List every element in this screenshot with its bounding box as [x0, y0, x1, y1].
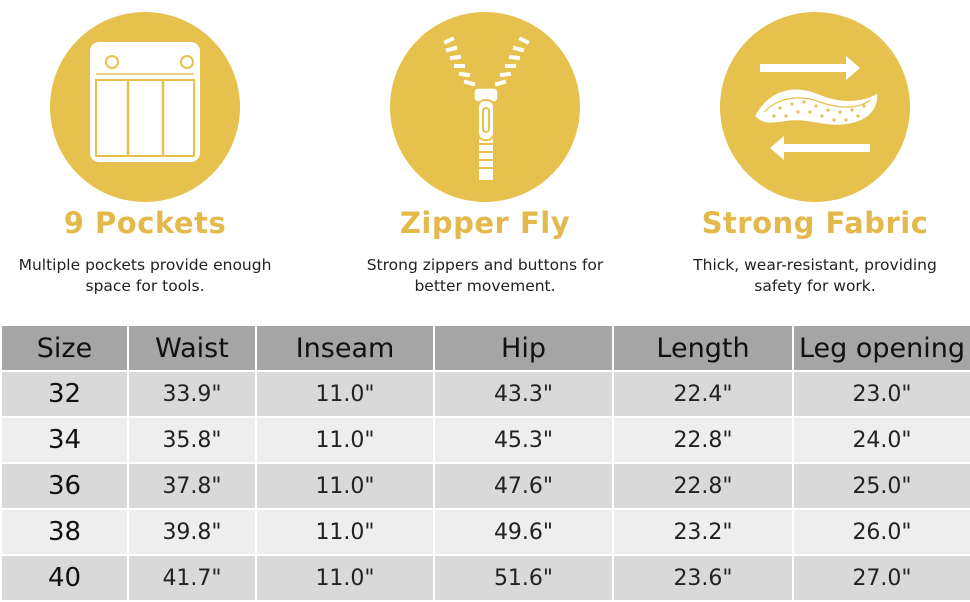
table-row: 38 39.8" 11.0" 49.6" 23.2" 26.0"	[0, 508, 970, 556]
column-header-size: Size	[0, 324, 129, 372]
column-header-leg-opening: Leg opening	[792, 324, 970, 372]
table-cell: 11.0"	[255, 508, 435, 556]
table-row: 32 33.9" 11.0" 43.3" 22.4" 23.0"	[0, 370, 970, 418]
table-cell: 49.6"	[433, 508, 614, 556]
feature-description: Multiple pockets provide enough space fo…	[0, 255, 305, 297]
table-cell: 23.6"	[612, 554, 794, 602]
feature-description-line: Strong zippers and buttons for	[366, 256, 604, 274]
table-cell-size: 34	[0, 416, 129, 464]
table-cell: 24.0"	[792, 416, 970, 464]
table-cell: 43.3"	[433, 370, 614, 418]
feature-description-line: space for tools.	[85, 277, 205, 295]
table-cell-size: 40	[0, 554, 129, 602]
feature-title: 9 Pockets	[63, 206, 227, 240]
table-cell: 22.4"	[612, 370, 794, 418]
table-cell: 51.6"	[433, 554, 614, 602]
size-chart-table: Size Waist Inseam Hip Length Leg opening…	[0, 324, 970, 602]
fabric-icon	[720, 12, 910, 202]
table-cell: 27.0"	[792, 554, 970, 602]
table-cell-size: 36	[0, 462, 129, 510]
features-section: 9 Pockets Multiple pockets provide enoug…	[0, 0, 970, 324]
pockets-icon	[50, 12, 240, 202]
feature-description-line: Thick, wear-resistant, providing	[693, 256, 937, 274]
table-cell: 41.7"	[127, 554, 257, 602]
table-cell: 11.0"	[255, 370, 435, 418]
table-cell: 11.0"	[255, 416, 435, 464]
feature-title: Zipper Fly	[399, 206, 571, 240]
zipper-icon	[390, 12, 580, 202]
feature-description-line: safety for work.	[754, 277, 876, 295]
table-cell: 23.0"	[792, 370, 970, 418]
table-cell: 47.6"	[433, 462, 614, 510]
table-cell: 23.2"	[612, 508, 794, 556]
table-cell: 11.0"	[255, 554, 435, 602]
table-cell: 45.3"	[433, 416, 614, 464]
column-header-hip: Hip	[433, 324, 614, 372]
table-cell-size: 38	[0, 508, 129, 556]
column-header-length: Length	[612, 324, 794, 372]
table-row: 40 41.7" 11.0" 51.6" 23.6" 27.0"	[0, 554, 970, 602]
feature-description: Strong zippers and buttons for better mo…	[325, 255, 645, 297]
table-cell: 39.8"	[127, 508, 257, 556]
feature-fabric: Strong Fabric Thick, wear-resistant, pro…	[655, 0, 970, 324]
feature-description-line: Multiple pockets provide enough	[18, 256, 272, 274]
table-cell: 33.9"	[127, 370, 257, 418]
table-cell: 25.0"	[792, 462, 970, 510]
column-header-inseam: Inseam	[255, 324, 435, 372]
column-header-waist: Waist	[127, 324, 257, 372]
feature-description-line: better movement.	[414, 277, 556, 295]
table-cell: 37.8"	[127, 462, 257, 510]
feature-pockets: 9 Pockets Multiple pockets provide enoug…	[0, 0, 305, 324]
table-cell: 35.8"	[127, 416, 257, 464]
feature-description: Thick, wear-resistant, providing safety …	[655, 255, 970, 297]
table-cell: 11.0"	[255, 462, 435, 510]
table-cell: 22.8"	[612, 462, 794, 510]
table-row: 34 35.8" 11.0" 45.3" 22.8" 24.0"	[0, 416, 970, 464]
feature-title: Strong Fabric	[701, 206, 929, 240]
table-cell: 22.8"	[612, 416, 794, 464]
table-cell-size: 32	[0, 370, 129, 418]
feature-zipper: Zipper Fly Strong zippers and buttons fo…	[325, 0, 645, 324]
table-header-row: Size Waist Inseam Hip Length Leg opening	[0, 324, 970, 372]
table-cell: 26.0"	[792, 508, 970, 556]
table-row: 36 37.8" 11.0" 47.6" 22.8" 25.0"	[0, 462, 970, 510]
